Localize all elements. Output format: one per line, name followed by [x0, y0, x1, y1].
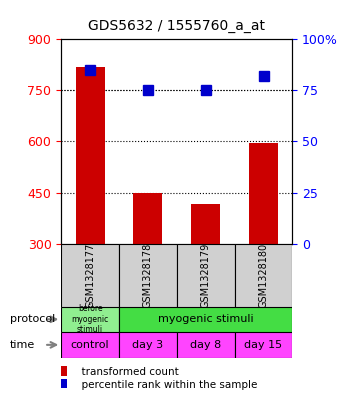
- Text: day 8: day 8: [190, 340, 221, 350]
- FancyBboxPatch shape: [119, 244, 177, 307]
- FancyBboxPatch shape: [235, 244, 292, 307]
- Text: day 15: day 15: [244, 340, 283, 350]
- FancyBboxPatch shape: [235, 332, 292, 358]
- Text: before
myogenic
stimuli: before myogenic stimuli: [71, 305, 109, 334]
- Text: GSM1328180: GSM1328180: [258, 242, 269, 308]
- FancyBboxPatch shape: [61, 307, 119, 332]
- FancyBboxPatch shape: [61, 244, 119, 307]
- Text: time: time: [10, 340, 35, 350]
- FancyBboxPatch shape: [177, 332, 235, 358]
- Text: GSM1328178: GSM1328178: [143, 242, 153, 308]
- Bar: [133, 193, 163, 244]
- Text: GSM1328179: GSM1328179: [201, 242, 211, 308]
- Text: transformed count: transformed count: [75, 367, 178, 377]
- Text: GSM1328177: GSM1328177: [85, 242, 95, 308]
- Text: myogenic stimuli: myogenic stimuli: [158, 314, 254, 324]
- FancyBboxPatch shape: [177, 244, 235, 307]
- Bar: [75, 66, 105, 244]
- FancyBboxPatch shape: [61, 366, 67, 376]
- FancyBboxPatch shape: [61, 379, 67, 388]
- Text: protocol: protocol: [10, 314, 55, 324]
- Text: control: control: [71, 340, 109, 350]
- FancyBboxPatch shape: [119, 332, 177, 358]
- FancyBboxPatch shape: [61, 332, 119, 358]
- Bar: [191, 204, 220, 244]
- FancyBboxPatch shape: [119, 307, 292, 332]
- Bar: [249, 143, 278, 244]
- Text: GDS5632 / 1555760_a_at: GDS5632 / 1555760_a_at: [88, 18, 265, 33]
- Text: day 3: day 3: [132, 340, 164, 350]
- Text: percentile rank within the sample: percentile rank within the sample: [75, 380, 257, 390]
